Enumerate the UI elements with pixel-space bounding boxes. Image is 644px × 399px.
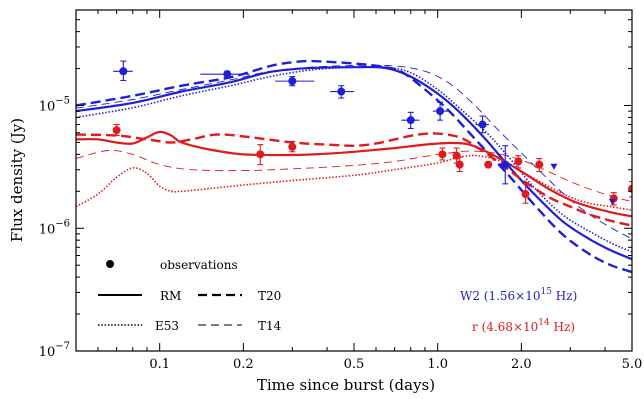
obs-point-r xyxy=(535,157,544,173)
band-label-r: r (4.68×1014 Hz) xyxy=(472,318,575,334)
obs-point-r xyxy=(288,140,297,153)
obs-point-w2 xyxy=(432,101,449,121)
obs-point-r xyxy=(521,183,530,204)
legend-t14-label: T14 xyxy=(258,319,282,333)
curve-r-e53 xyxy=(76,154,632,212)
obs-point-r xyxy=(256,144,265,166)
legend-rm-label: RM xyxy=(160,289,181,303)
y-tick-label: 10−7 xyxy=(39,341,70,360)
curve-r-t14 xyxy=(76,149,632,203)
obs-point-w2 xyxy=(401,111,420,130)
legend-observations-label: observations xyxy=(160,258,238,272)
x-tick-label: 0.1 xyxy=(149,357,170,372)
y-tick-label: 10−6 xyxy=(39,218,70,237)
y-tick-label: 10−5 xyxy=(39,96,70,115)
obs-point-w2 xyxy=(498,145,512,185)
observation-points xyxy=(112,60,632,206)
model-curves xyxy=(76,59,632,274)
obs-point-w2 xyxy=(475,115,490,134)
obs-point-r xyxy=(628,181,632,198)
legend-e53-label: E53 xyxy=(155,319,179,333)
legend-observations-marker xyxy=(106,260,114,268)
y-axis-title: Flux density (Jy) xyxy=(8,118,26,242)
x-tick-label: 1.0 xyxy=(427,357,448,372)
curve-w2-rm xyxy=(76,65,632,261)
x-tick-label: 0.5 xyxy=(344,357,365,372)
obs-point-w2 xyxy=(330,85,354,99)
curve-r-rm xyxy=(76,130,632,218)
legend: observations RM T20 E53 T14 xyxy=(98,258,282,333)
obs-point-r xyxy=(455,156,464,173)
obs-point-r xyxy=(514,155,523,169)
obs-point-w2 xyxy=(200,70,250,79)
curve-w2-e53 xyxy=(76,65,632,253)
obs-point-r xyxy=(112,123,121,137)
obs-point-r xyxy=(609,192,618,206)
upper-limit-w2 xyxy=(550,163,558,170)
x-axis-title: Time since burst (days) xyxy=(257,376,435,394)
curve-w2-t20 xyxy=(76,59,632,274)
curve-r-t20 xyxy=(76,132,632,227)
axis-ticks: 0.1 0.2 0.5 1.0 2.0 5.0 10−7 10−6 10−5 xyxy=(39,10,643,372)
legend-t20-label: T20 xyxy=(258,289,281,303)
x-tick-label: 5.0 xyxy=(622,357,643,372)
upper-limit-w2 xyxy=(608,199,616,206)
obs-point-w2 xyxy=(275,76,315,87)
obs-point-w2 xyxy=(113,60,133,82)
obs-point-r xyxy=(484,160,493,169)
obs-point-r xyxy=(438,147,447,161)
x-tick-label: 2.0 xyxy=(511,357,532,372)
x-tick-label: 0.2 xyxy=(233,357,254,372)
band-label-w2: W2 (1.56×1015 Hz) xyxy=(460,287,577,303)
